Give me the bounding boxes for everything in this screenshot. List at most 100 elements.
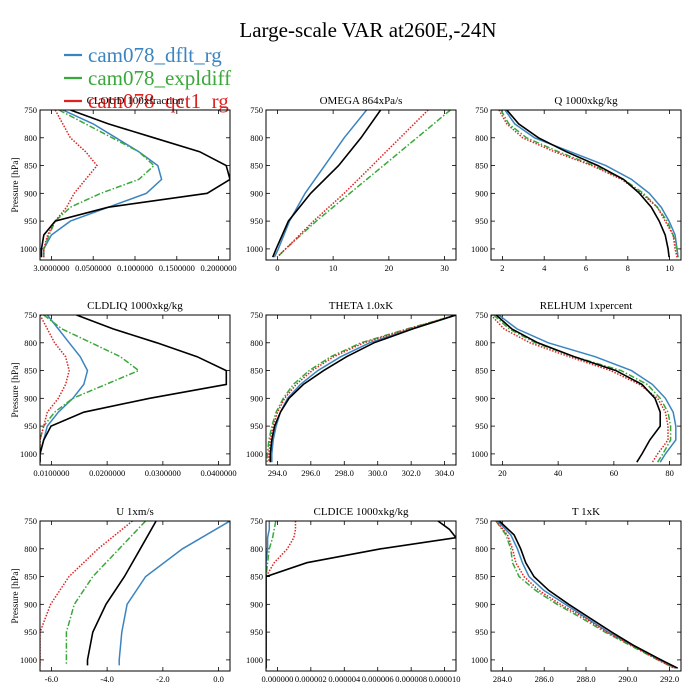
x-tick-label: 0.000000 [261, 674, 293, 684]
panel-u-1xm-s: U 1xm/s 750 800 850 900 950 1000 -6.0 -4.0 -2.0 0.… [11, 506, 231, 684]
x-tick-label: 0 [275, 263, 279, 273]
x-tick-label: 6 [584, 263, 588, 273]
series-line-cam078-expldiff [43, 110, 156, 258]
y-tick-label: 750 [24, 310, 37, 320]
x-tick-label: 300.0 [368, 468, 387, 478]
series-line-cam078-qct1-rg [40, 521, 133, 666]
y-tick-label: 950 [24, 421, 37, 431]
panel-title: U 1xm/s [116, 506, 154, 518]
x-tick-label: 0.000006 [362, 674, 394, 684]
y-tick-label: 950 [475, 216, 488, 226]
x-tick-label: 0.000010 [429, 674, 461, 684]
y-tick-label: 1000 [246, 449, 263, 459]
x-tick-label: 40 [554, 468, 563, 478]
y-tick-label: 900 [250, 393, 263, 403]
y-axis-label: Pressure [hPa] [11, 157, 21, 212]
y-tick-label: 950 [250, 627, 263, 637]
panel-title: THETA 1.0xK [329, 300, 394, 312]
x-tick-label: 80 [665, 468, 674, 478]
y-axis-label: Pressure [hPa] [11, 568, 21, 623]
y-tick-label: 750 [475, 516, 488, 526]
panel-relhum-1xpercent: RELHUM 1xpercent 750 800 850 900 950 1000 20 40 6… [471, 300, 682, 478]
x-tick-label: 298.0 [335, 468, 354, 478]
plot-frame [265, 314, 457, 466]
legend-item-cam078-qct1-rg: cam078_qct1_rg [64, 89, 229, 113]
legend-item-cam078-dflt-rg: cam078_dflt_rg [64, 43, 222, 67]
panel-title: T 1xK [572, 506, 600, 518]
x-tick-label: -2.0 [156, 674, 169, 684]
series-line-cam078-qct1-rg [266, 521, 297, 669]
panel-title: CLDLIQ 1000xkg/kg [87, 300, 183, 312]
series-line-cam078-dflt-rg [498, 315, 677, 463]
series-line-cam078-qct1-rg [268, 315, 456, 463]
plot-frame [490, 109, 682, 261]
plot-frame [39, 109, 231, 261]
x-tick-label: 290.0 [618, 674, 637, 684]
y-tick-label: 850 [24, 366, 37, 376]
legend-label-cam078-expldiff: cam078_expldiff [88, 66, 231, 90]
x-tick-label: 30 [440, 263, 449, 273]
y-tick-label: 850 [475, 161, 488, 171]
y-tick-label: 850 [250, 366, 263, 376]
y-axis-label: Pressure [hPa] [11, 362, 21, 417]
y-tick-label: 900 [475, 188, 488, 198]
series-line-reference [506, 110, 670, 258]
series-line-reference [271, 110, 382, 258]
y-tick-label: 900 [24, 188, 37, 198]
y-tick-label: 800 [475, 338, 488, 348]
series-line-cam078-dflt-rg [266, 521, 271, 669]
panel-omega-864xpa-s: OMEGA 864xPa/s 750 800 850 900 950 1000 0 10 20 30 [246, 95, 457, 273]
x-tick-label: 0.000008 [395, 674, 427, 684]
y-tick-label: 950 [475, 627, 488, 637]
x-tick-label: -6.0 [45, 674, 58, 684]
y-tick-label: 950 [475, 421, 488, 431]
y-tick-label: 950 [24, 627, 37, 637]
y-tick-label: 850 [250, 572, 263, 582]
y-tick-label: 750 [475, 105, 488, 115]
y-tick-label: 850 [475, 572, 488, 582]
panel-title: CLDICE 1000xkg/kg [313, 506, 409, 518]
y-tick-label: 950 [250, 421, 263, 431]
y-tick-label: 1000 [471, 655, 488, 665]
x-tick-label: 286.0 [535, 674, 554, 684]
y-tick-label: 800 [250, 544, 263, 554]
plot-frame [39, 520, 231, 672]
series-line-cam078-expldiff [65, 521, 147, 666]
panel-cloud-100xfraction: CLOUD 100xfraction 750 800 850 900 950 1000 3.0… [11, 95, 237, 273]
panel-cldliq-1000xkg-kg: CLDLIQ 1000xkg/kg 750 800 850 900 950 1000 0.01… [11, 300, 237, 478]
series-line-cam078-expldiff [276, 110, 451, 258]
panel-title: CLOUD 100xfraction [87, 95, 184, 107]
y-tick-label: 900 [24, 393, 37, 403]
x-tick-label: 60 [610, 468, 619, 478]
x-tick-label: 294.0 [268, 468, 287, 478]
y-tick-label: 750 [24, 105, 37, 115]
y-tick-label: 800 [24, 544, 37, 554]
figure-title: Large-scale VAR at260E,-24N [239, 18, 496, 42]
plot-frame [265, 520, 457, 672]
series-line-cam078-expldiff [495, 521, 675, 669]
y-tick-label: 850 [475, 366, 488, 376]
x-tick-label: 292.0 [660, 674, 679, 684]
y-tick-label: 1000 [20, 449, 37, 459]
series-line-cam078-qct1-rg [495, 521, 675, 669]
series-line-cam078-dflt-rg [497, 521, 677, 669]
series-line-reference [266, 521, 456, 669]
series-line-reference [495, 315, 662, 463]
y-tick-label: 750 [475, 310, 488, 320]
y-tick-label: 1000 [20, 244, 37, 254]
x-tick-label: 0.0200000 [89, 468, 125, 478]
y-tick-label: 1000 [20, 655, 37, 665]
y-tick-label: 900 [475, 599, 488, 609]
y-tick-label: 750 [250, 105, 263, 115]
panel-q-1000xkg-kg: Q 1000xkg/kg 750 800 850 900 950 1000 2 4 6 8 10 [471, 95, 682, 273]
x-tick-label: 0.000004 [328, 674, 361, 684]
y-tick-label: 850 [24, 161, 37, 171]
y-tick-label: 750 [250, 310, 263, 320]
panel-grid: CLOUD 100xfraction75080085090095010003.0… [11, 95, 682, 684]
x-tick-label: 288.0 [576, 674, 595, 684]
y-tick-label: 750 [24, 516, 37, 526]
series-line-reference [40, 315, 228, 463]
series-line-reference [498, 521, 679, 669]
x-tick-label: 284.0 [493, 674, 512, 684]
